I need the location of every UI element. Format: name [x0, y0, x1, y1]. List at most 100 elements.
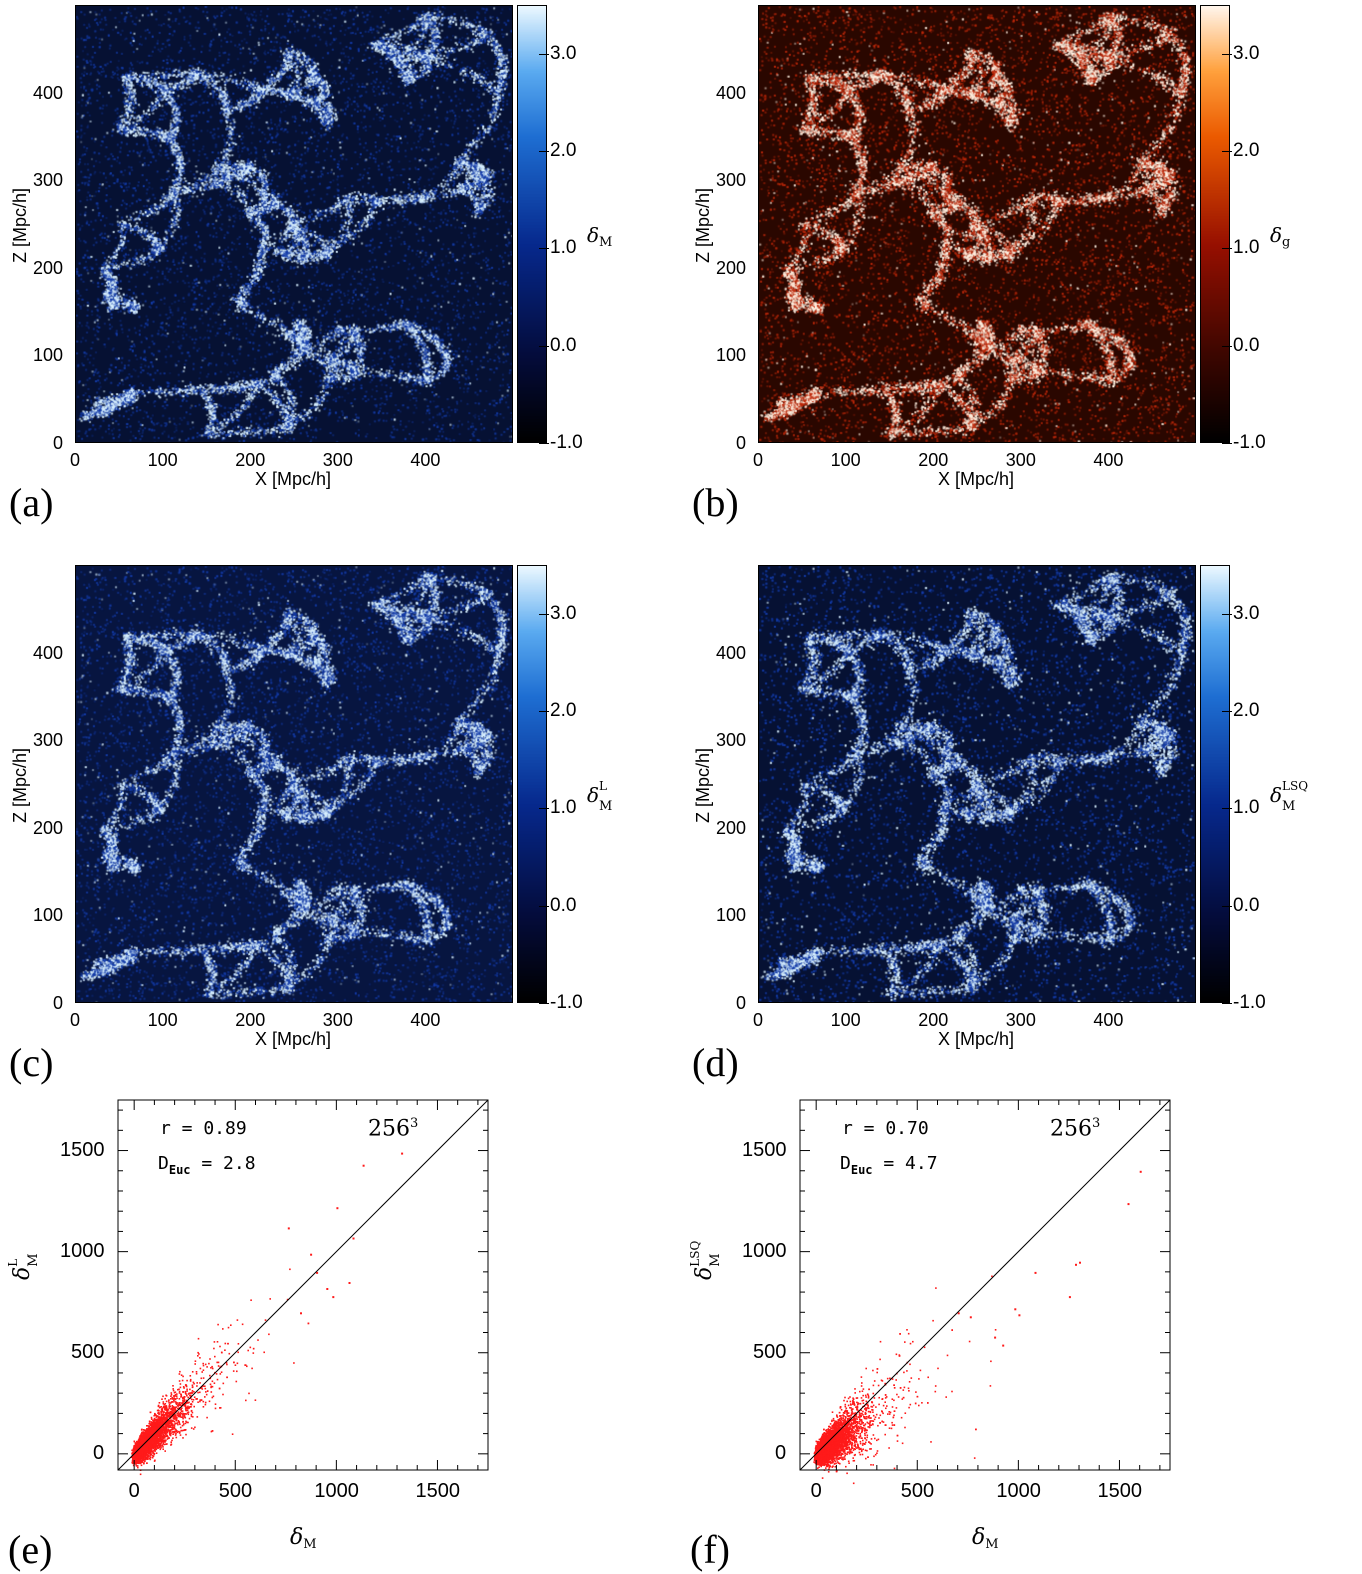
data-point [180, 1408, 182, 1411]
data-point [165, 1423, 167, 1426]
data-point [193, 1382, 195, 1385]
data-point [164, 1418, 167, 1421]
x-tick-label: 200 [918, 450, 949, 470]
data-point [158, 1413, 160, 1416]
data-point [166, 1416, 168, 1418]
colorbar-c [517, 565, 547, 1003]
data-point [209, 1383, 212, 1386]
data-point [153, 1420, 155, 1422]
data-point [160, 1411, 162, 1413]
data-point [211, 1365, 213, 1368]
y-tick-label: 300 [33, 730, 64, 751]
data-point [201, 1371, 203, 1373]
y-tick-label: 400 [33, 642, 64, 663]
data-point [161, 1398, 163, 1400]
data-point [171, 1415, 173, 1418]
data-point [204, 1401, 207, 1404]
data-point [187, 1413, 190, 1416]
data-point [195, 1398, 197, 1400]
data-point [169, 1402, 172, 1404]
data-point [175, 1410, 177, 1412]
data-point [211, 1380, 214, 1383]
data-point [157, 1404, 160, 1407]
y-tick-label: 200 [716, 817, 747, 838]
data-point [161, 1439, 164, 1441]
data-point [169, 1410, 172, 1413]
data-point [186, 1409, 189, 1412]
data-point [157, 1427, 160, 1430]
x-axis-title: X [Mpc/h] [255, 469, 332, 489]
data-point [165, 1430, 168, 1433]
data-point [174, 1391, 177, 1393]
data-point [182, 1417, 184, 1420]
data-point [160, 1437, 162, 1439]
data-point [182, 1416, 184, 1419]
data-point [161, 1431, 164, 1434]
data-point [185, 1409, 187, 1412]
data-point [161, 1428, 163, 1430]
data-point [143, 1429, 146, 1431]
data-point [164, 1441, 166, 1443]
data-point [217, 1365, 220, 1367]
data-point [222, 1328, 224, 1330]
data-point [148, 1450, 150, 1452]
data-point [289, 1268, 291, 1271]
data-point [158, 1418, 161, 1421]
data-point [165, 1435, 167, 1438]
data-point [205, 1391, 207, 1393]
data-point [138, 1441, 140, 1443]
data-point [150, 1427, 153, 1429]
data-point [186, 1388, 188, 1391]
data-point [171, 1407, 173, 1410]
data-point [171, 1419, 173, 1422]
data-point [146, 1437, 149, 1439]
data-point [162, 1428, 165, 1430]
data-point [153, 1453, 155, 1456]
data-point [189, 1392, 192, 1394]
data-point [169, 1416, 171, 1418]
data-point [141, 1432, 144, 1435]
data-point [178, 1398, 181, 1400]
data-point [134, 1444, 137, 1447]
data-point [241, 1323, 244, 1326]
data-point [148, 1457, 151, 1460]
colorbar-tick-mark [539, 151, 549, 152]
data-point [135, 1465, 138, 1467]
data-point [159, 1438, 162, 1440]
data-point [148, 1441, 150, 1443]
data-point [154, 1420, 156, 1422]
colorbar-tick-label: 2.0 [550, 140, 577, 161]
data-point [179, 1403, 182, 1406]
data-point [194, 1360, 197, 1362]
data-point [161, 1408, 163, 1411]
data-point [176, 1431, 179, 1434]
data-point [152, 1455, 155, 1457]
colorbar-tick-label: 3.0 [550, 602, 577, 624]
data-point [170, 1393, 173, 1396]
y-axis-title: Z [Mpc/h] [693, 187, 714, 264]
data-point [150, 1418, 153, 1420]
data-point [187, 1396, 189, 1399]
data-point [231, 1433, 234, 1435]
data-point [153, 1421, 155, 1423]
data-point [189, 1378, 192, 1381]
data-point [204, 1363, 207, 1366]
y-tick-label: 200 [716, 257, 747, 278]
data-point [149, 1456, 152, 1459]
data-point [169, 1431, 171, 1433]
data-point [172, 1389, 175, 1392]
data-point [149, 1450, 152, 1452]
data-point [144, 1458, 147, 1461]
data-point [172, 1437, 174, 1439]
y-axis-title: Z [Mpc/h] [10, 747, 31, 824]
scatter-points [131, 1152, 404, 1476]
data-point [150, 1430, 152, 1432]
data-point [165, 1443, 167, 1445]
y-tick-label: 0 [53, 433, 64, 453]
data-point [184, 1422, 187, 1425]
x-tick-label: 200 [918, 1010, 949, 1030]
data-point [152, 1428, 155, 1430]
data-point [216, 1361, 218, 1364]
data-point [139, 1435, 141, 1437]
data-point [163, 1414, 166, 1417]
